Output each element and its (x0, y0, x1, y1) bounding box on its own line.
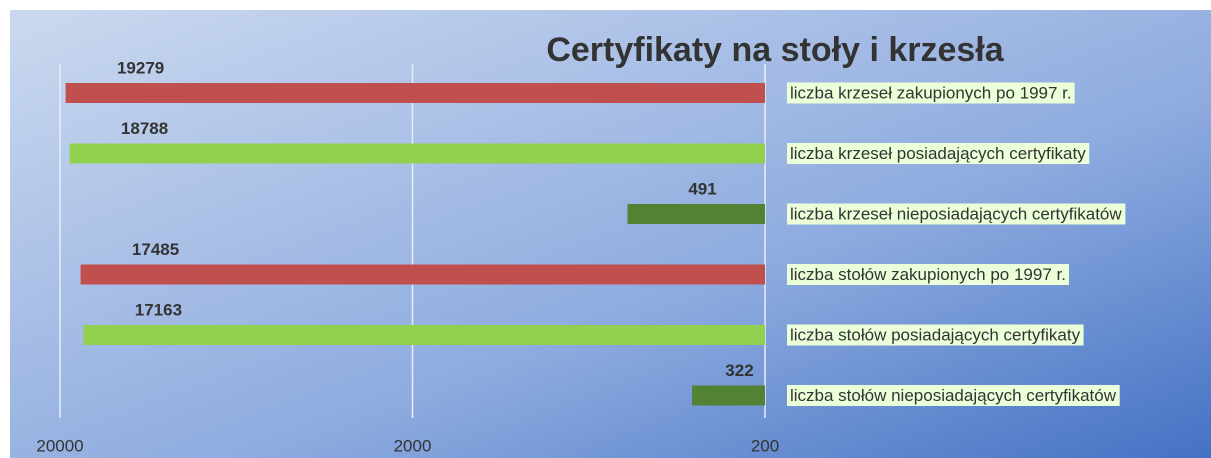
bar (69, 143, 765, 164)
bar (627, 204, 765, 224)
x-tick-label: 2000 (394, 436, 432, 455)
x-tick-label: 200 (751, 436, 779, 455)
x-tick-label: 20000 (36, 436, 83, 455)
category-label-background (787, 263, 1069, 285)
bar (80, 264, 766, 285)
category-label-background (787, 203, 1126, 225)
category-label: liczba stołów zakupionych po 1997 r. (790, 265, 1066, 284)
category-label: liczba krzeseł nieposiadających certyfik… (790, 204, 1122, 223)
bar (692, 385, 765, 406)
category-label: liczba krzeseł posiadających certyfikaty (790, 144, 1086, 163)
data-label: 18788 (121, 119, 168, 138)
data-label: 17485 (132, 240, 179, 259)
category-label-background (787, 384, 1120, 406)
bar (65, 83, 765, 103)
data-label: 491 (688, 179, 716, 198)
category-label: liczba stołów posiadających certyfikaty (790, 325, 1081, 344)
category-label: liczba krzeseł zakupionych po 1997 r. (790, 83, 1072, 102)
category-label: liczba stołów nieposiadających certyfika… (790, 386, 1117, 405)
bar (83, 325, 766, 345)
category-label-background (787, 142, 1090, 164)
data-label: 17163 (135, 300, 182, 319)
chart-title: Certyfikaty na stoły i krzesła (546, 31, 1004, 69)
category-label-background (787, 324, 1084, 346)
data-label: 19279 (117, 58, 164, 77)
category-label-background (787, 82, 1075, 104)
data-label: 322 (725, 361, 753, 380)
